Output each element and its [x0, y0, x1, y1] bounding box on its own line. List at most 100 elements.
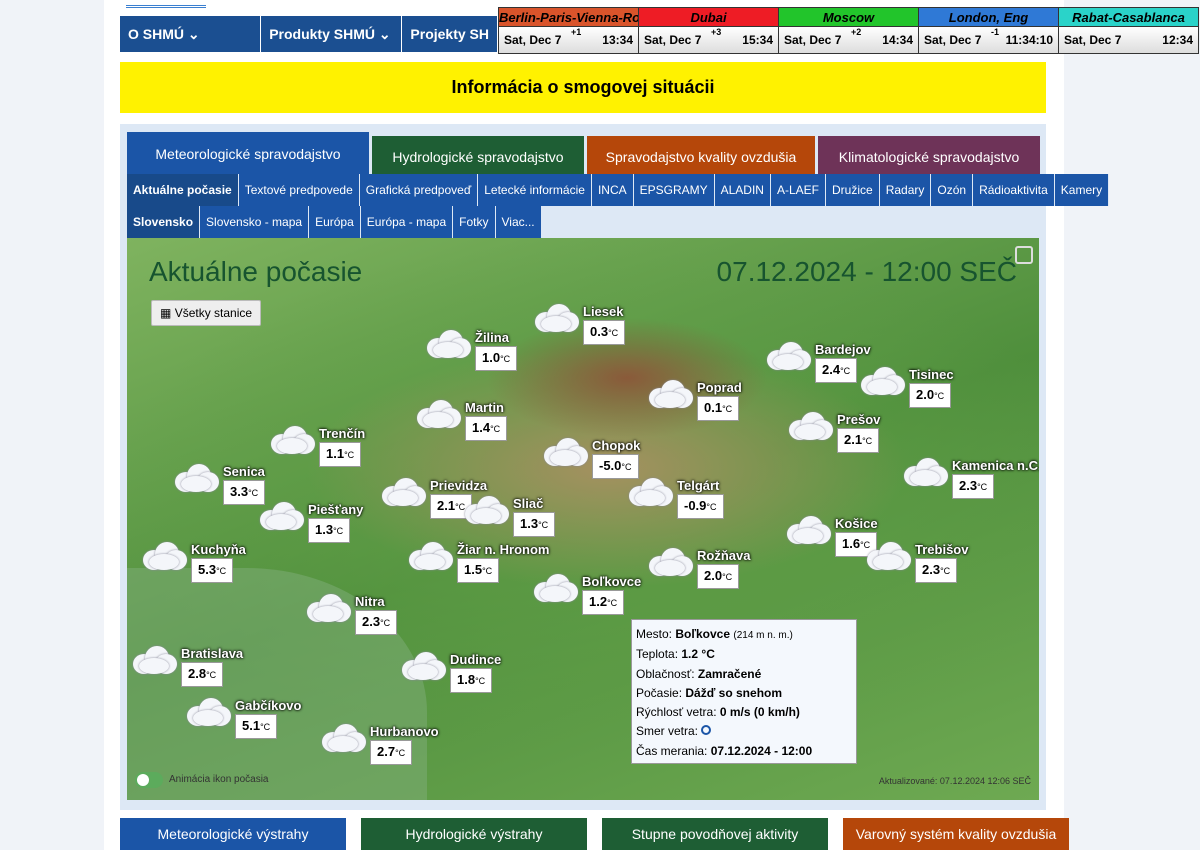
- station-7[interactable]: Trenčín 1.1°C: [319, 426, 365, 467]
- station-temp: 1.2°C: [582, 590, 625, 615]
- temp-value: 2.4: [822, 362, 841, 377]
- temp-value: 3.3: [230, 484, 249, 499]
- main-tab[interactable]: Hydrologické spravodajstvo: [372, 136, 584, 176]
- sub-tab[interactable]: ALADIN: [714, 174, 771, 206]
- station-23[interactable]: Dudince 1.8°C: [450, 652, 501, 693]
- station-temp: 1.3°C: [513, 512, 556, 537]
- bottom-tab[interactable]: Varovný systém kvality ovzdušia: [843, 818, 1069, 850]
- sub-tab[interactable]: Európa: [309, 206, 361, 238]
- weather-map[interactable]: Aktuálne počasie 07.12.2024 - 12:00 SEČ …: [127, 238, 1039, 800]
- station-21[interactable]: Nitra 2.3°C: [355, 594, 398, 635]
- station-5[interactable]: Martin 1.4°C: [465, 400, 508, 441]
- sub-tab[interactable]: Textové predpovede: [238, 174, 360, 206]
- all-stations-button[interactable]: ▦ Všetky stanice: [151, 300, 262, 326]
- station-9[interactable]: Kamenica n.C. 2.3°C: [952, 458, 1039, 499]
- station-name: Sliač: [513, 496, 544, 511]
- clock-time: 11:34:10: [1005, 33, 1053, 47]
- sub-tab[interactable]: INCA: [591, 174, 634, 206]
- cloud-icon: [789, 410, 833, 440]
- animation-toggle[interactable]: [135, 772, 163, 788]
- sub-tab[interactable]: Družice: [826, 174, 880, 206]
- cloud-icon: [787, 514, 831, 544]
- station-6[interactable]: Prešov 2.1°C: [837, 412, 880, 453]
- clock-time: 13:34: [602, 33, 633, 47]
- station-0[interactable]: Liesek 0.3°C: [583, 304, 626, 345]
- station-temp: 2.0°C: [909, 383, 952, 408]
- sub-tab[interactable]: Radary: [879, 174, 932, 206]
- station-temp: 2.8°C: [181, 662, 224, 687]
- nav-produkty[interactable]: Produkty SHMÚ ⌄: [261, 16, 403, 52]
- station-18[interactable]: Žiar n. Hronom 1.5°C: [457, 542, 549, 583]
- bottom-tab[interactable]: Meteorologické výstrahy: [120, 818, 346, 850]
- sub-tab[interactable]: Grafická predpoveď: [359, 174, 479, 206]
- cloud-icon: [260, 500, 304, 530]
- l: Mesto:: [636, 627, 673, 641]
- station-19[interactable]: Rožňava 2.0°C: [697, 548, 750, 589]
- tip-cloud: Oblačnosť: Zamračené: [636, 665, 852, 684]
- station-22[interactable]: Bratislava 2.8°C: [181, 646, 243, 687]
- temp-value: 2.1: [437, 498, 456, 513]
- temp-value: 2.8: [188, 666, 207, 681]
- sub-tab[interactable]: Rádioaktivita: [973, 174, 1055, 206]
- temp-value: 0.3: [590, 324, 609, 339]
- sub-tab[interactable]: Európa - mapa: [360, 206, 454, 238]
- station-20[interactable]: Boľkovce 1.2°C: [582, 574, 641, 615]
- sub-tab[interactable]: Kamery: [1054, 174, 1110, 206]
- station-16[interactable]: Trebišov 2.3°C: [915, 542, 968, 583]
- clock-offset: -1: [991, 27, 1000, 37]
- main-tab[interactable]: Klimatologické spravodajstvo: [818, 136, 1040, 176]
- bottom-tab[interactable]: Hydrologické výstrahy: [361, 818, 587, 850]
- station-24[interactable]: Gabčíkovo 5.1°C: [235, 698, 301, 739]
- smog-banner[interactable]: Informácia o smogovej situácii: [120, 62, 1046, 113]
- nav-label: Projekty SH: [410, 26, 489, 42]
- clock-time-row: Sat, Dec 7 +1 13:34: [499, 27, 638, 53]
- sub-tab[interactable]: Aktuálne počasie: [127, 174, 239, 206]
- station-8[interactable]: Chopok -5.0°C: [592, 438, 640, 479]
- sub-tab[interactable]: Ozón: [931, 174, 974, 206]
- fullscreen-icon[interactable]: [1015, 246, 1033, 264]
- v: 1.2 °C: [681, 647, 715, 662]
- station-name: Telgárt: [677, 478, 720, 493]
- cloud-icon: [861, 365, 905, 395]
- sub-tab[interactable]: Viac...: [495, 206, 542, 238]
- sub-tab[interactable]: EPSGRAMY: [633, 174, 715, 206]
- station-10[interactable]: Senica 3.3°C: [223, 464, 266, 505]
- station-4[interactable]: Tisinec 2.0°C: [909, 367, 954, 408]
- clock-date: Sat, Dec 7: [644, 33, 702, 47]
- bottom-tab[interactable]: Stupne povodňovej aktivity: [602, 818, 828, 850]
- cloud-icon: [271, 424, 315, 454]
- temp-value: 1.3: [520, 516, 539, 531]
- shmu-logo[interactable]: [126, 0, 206, 8]
- station-25[interactable]: Hurbanovo 2.7°C: [370, 724, 439, 765]
- station-3[interactable]: Poprad 0.1°C: [697, 380, 742, 421]
- station-name: Liesek: [583, 304, 624, 319]
- station-temp: 2.3°C: [952, 474, 995, 499]
- station-14[interactable]: Sliač 1.3°C: [513, 496, 556, 537]
- station-12[interactable]: Telgárt -0.9°C: [677, 478, 724, 519]
- station-name: Žiar n. Hronom: [457, 542, 550, 557]
- station-1[interactable]: Žilina 1.0°C: [475, 330, 518, 371]
- cloud-icon: [427, 328, 471, 358]
- sub-tab[interactable]: Slovensko: [127, 206, 201, 238]
- station-17[interactable]: Kuchyňa 5.3°C: [191, 542, 246, 583]
- clock-city: Dubai: [639, 8, 778, 27]
- station-name: Bardejov: [815, 342, 871, 357]
- nav-o-shmu[interactable]: O SHMÚ ⌄: [120, 16, 262, 52]
- main-tab[interactable]: Spravodajstvo kvality ovzdušia: [587, 136, 815, 176]
- clock-time: 15:34: [742, 33, 773, 47]
- cloud-icon: [904, 456, 948, 486]
- sub-tab[interactable]: A-LAEF: [770, 174, 826, 206]
- sub-tab[interactable]: Letecké informácie: [478, 174, 592, 206]
- station-13[interactable]: Piešťany 1.3°C: [308, 502, 363, 543]
- temp-unit: °C: [538, 520, 549, 530]
- station-tooltip: Mesto: Boľkovce (214 m n. m.) Teplota: 1…: [631, 619, 857, 764]
- v: Dážď so snehom: [685, 685, 783, 700]
- station-temp: 1.0°C: [475, 346, 518, 371]
- temp-value: 5.3: [198, 562, 217, 577]
- tip-temp: Teplota: 1.2 °C: [636, 645, 852, 664]
- main-tab[interactable]: Meteorologické spravodajstvo: [127, 132, 369, 176]
- nav-projekty[interactable]: Projekty SH: [402, 16, 498, 52]
- sub-tab[interactable]: Slovensko - mapa: [200, 206, 310, 238]
- sub-tab[interactable]: Fotky: [453, 206, 496, 238]
- station-2[interactable]: Bardejov 2.4°C: [815, 342, 871, 383]
